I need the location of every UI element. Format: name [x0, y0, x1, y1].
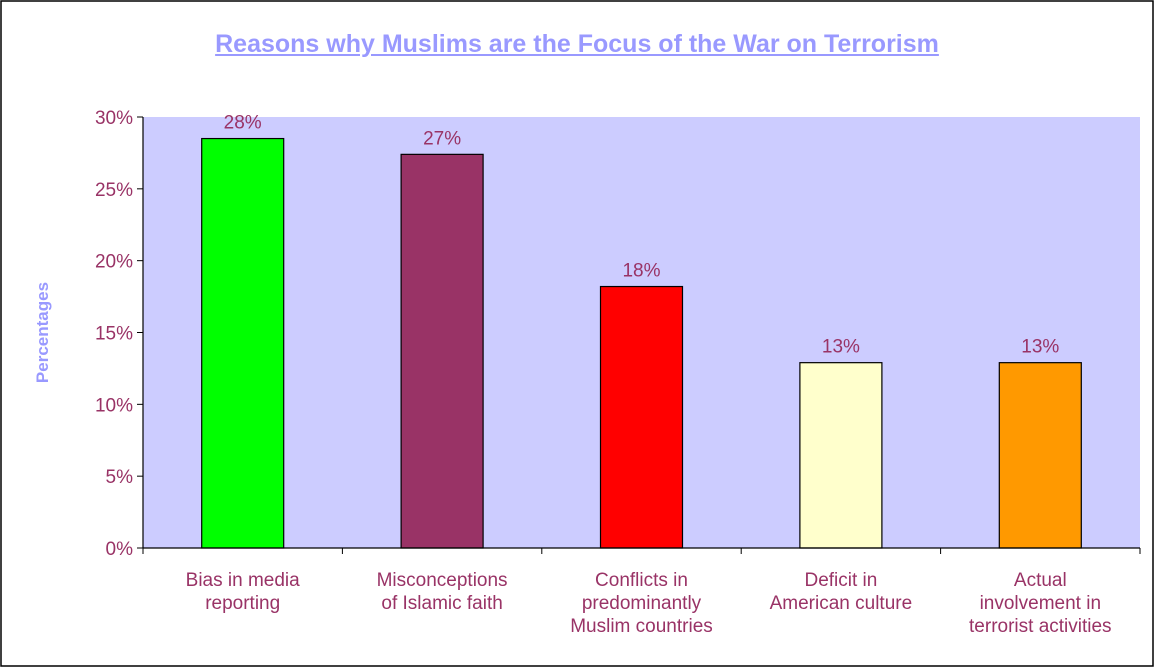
bar: [599, 285, 684, 549]
y-tick-label: 0%: [106, 539, 134, 560]
x-tick-label: Deficit in American culture: [770, 570, 913, 614]
y-axis-label: Percentages: [33, 282, 52, 383]
x-tick-label: Conflicts in predominantly Muslim countrie…: [570, 570, 713, 637]
x-tick-label: Actual involvement in terrorist activities: [969, 570, 1112, 637]
bar: [799, 362, 883, 549]
data-label: 27%: [423, 128, 461, 149]
y-tick-label: 25%: [95, 180, 133, 201]
x-tick-label: Bias in media reporting: [186, 570, 300, 614]
data-label: 28%: [224, 113, 262, 134]
bar: [201, 137, 285, 549]
bar: [400, 153, 484, 549]
y-tick-label: 10%: [95, 395, 133, 416]
y-tick-label: 20%: [95, 252, 133, 273]
x-tick-label: Misconceptions of Islamic faith: [377, 570, 508, 614]
chart-title: Reasons why Muslims are the Focus of the…: [215, 30, 939, 58]
data-label: 13%: [822, 337, 860, 358]
data-label: 18%: [622, 261, 660, 282]
y-tick-label: 5%: [106, 467, 134, 488]
y-tick-label: 15%: [95, 324, 133, 345]
data-label: 13%: [1021, 337, 1059, 358]
y-tick-label: 30%: [95, 108, 133, 129]
bar: [998, 362, 1082, 549]
